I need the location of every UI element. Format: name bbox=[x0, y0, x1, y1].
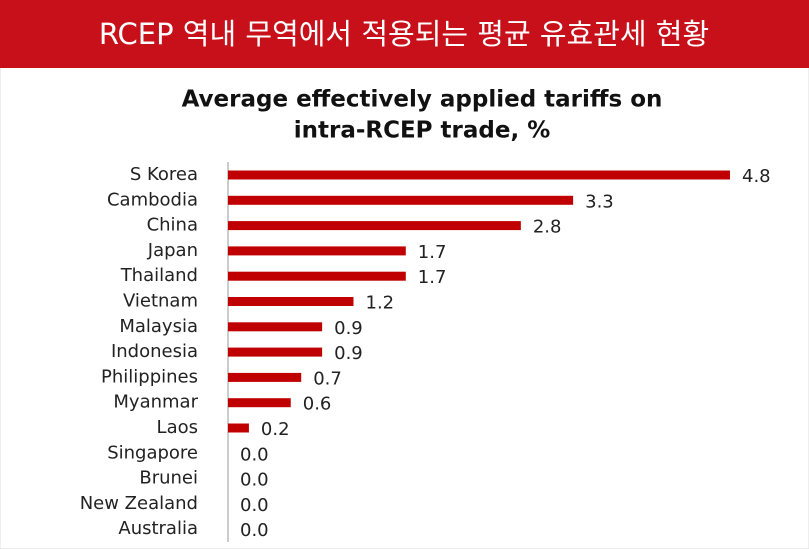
category-label: Thailand bbox=[120, 265, 198, 286]
category-label: Japan bbox=[147, 240, 198, 261]
value-label: 1.7 bbox=[418, 267, 447, 288]
value-label: 0.9 bbox=[334, 318, 363, 339]
bar bbox=[228, 372, 302, 382]
bar bbox=[228, 246, 406, 256]
bar bbox=[228, 195, 574, 205]
value-label: 0.7 bbox=[313, 368, 342, 389]
bar bbox=[228, 271, 406, 281]
category-label: China bbox=[147, 215, 198, 236]
bar bbox=[228, 398, 291, 408]
bar bbox=[228, 297, 354, 306]
value-label: 2.8 bbox=[533, 217, 562, 238]
chart-title: intra-RCEP trade, % bbox=[294, 118, 551, 144]
value-label: 0.0 bbox=[240, 495, 269, 516]
value-label: 4.8 bbox=[742, 166, 771, 187]
category-label: Singapore bbox=[107, 442, 198, 463]
category-label: Indonesia bbox=[111, 341, 198, 362]
header-banner bbox=[0, 0, 809, 68]
category-label: New Zealand bbox=[80, 493, 198, 514]
bar bbox=[228, 221, 521, 231]
category-label: Myanmar bbox=[113, 392, 198, 413]
category-label: Australia bbox=[118, 518, 198, 539]
value-label: 0.6 bbox=[303, 394, 332, 415]
value-label: 3.3 bbox=[585, 191, 614, 212]
category-label: Brunei bbox=[139, 468, 198, 489]
category-label: Malaysia bbox=[119, 316, 198, 337]
category-label: Vietnam bbox=[123, 291, 198, 312]
value-label: 1.2 bbox=[366, 293, 395, 314]
chart-title: Average effectively applied tariffs on bbox=[182, 87, 663, 113]
value-label: 0.0 bbox=[240, 444, 269, 465]
value-label: 0.0 bbox=[240, 520, 269, 541]
category-label: Laos bbox=[157, 417, 198, 438]
category-label: Philippines bbox=[101, 366, 198, 387]
category-label: S Korea bbox=[130, 164, 198, 185]
header-title: RCEP 역내 무역에서 적용되는 평균 유효관세 현황 bbox=[99, 17, 709, 51]
bar bbox=[228, 347, 323, 357]
category-label: Cambodia bbox=[107, 189, 198, 210]
value-label: 0.9 bbox=[334, 343, 363, 364]
bar bbox=[228, 423, 249, 433]
bar bbox=[228, 322, 323, 332]
value-label: 0.0 bbox=[240, 470, 269, 491]
value-label: 0.2 bbox=[261, 419, 290, 440]
bar bbox=[228, 170, 730, 180]
value-label: 1.7 bbox=[418, 242, 447, 263]
